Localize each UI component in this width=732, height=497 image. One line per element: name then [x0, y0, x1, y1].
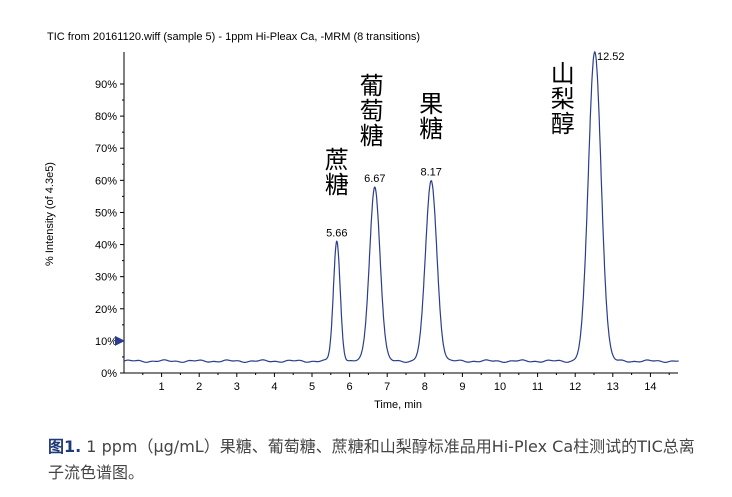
x-axis-label: Time, min	[374, 399, 422, 411]
peak-label: 5.66	[326, 227, 347, 239]
x-tick-label: 3	[234, 381, 240, 393]
x-tick-label: 12	[569, 381, 581, 393]
tic-trace-line	[123, 50, 679, 363]
peak-label-group: 5.66 6.67 8.17 12.52	[326, 51, 624, 239]
y-tick-label: 90%	[95, 79, 117, 91]
compound-annotation: 果糖	[419, 90, 443, 143]
x-tick-label: 8	[422, 381, 428, 393]
x-tick-label: 11	[532, 381, 543, 393]
x-tick-label: 1	[159, 381, 165, 393]
y-tick-label: 20%	[95, 304, 117, 316]
compound-annotation: 葡萄糖	[360, 72, 384, 150]
y-tick-label: 0%	[101, 368, 117, 380]
x-tick-label: 9	[459, 381, 465, 393]
x-tick-label: 2	[196, 381, 202, 393]
tick-group: 0%10%20%30%40%50%60%70%80%90%1 2 3 4 5 6 7 8 9 10…	[95, 79, 670, 393]
figure-caption: 图1. 1 ppm（μg/mL）果糖、葡萄糖、蔗糖和山梨醇标准品用Hi-Plex…	[48, 434, 698, 486]
chromatogram-chart: TIC from 20161120.wiff (sample 5) - 1ppm…	[44, 31, 679, 411]
axes	[123, 52, 678, 374]
x-tick-label: 13	[607, 381, 619, 393]
y-tick-label: 10%	[95, 336, 117, 348]
chart-title: TIC from 20161120.wiff (sample 5) - 1ppm…	[47, 31, 420, 43]
peak-label: 6.67	[364, 173, 385, 185]
caption-text: 1 ppm（μg/mL）果糖、葡萄糖、蔗糖和山梨醇标准品用Hi-Plex Ca柱…	[48, 437, 695, 482]
compound-annotation: 蔗糖	[325, 146, 349, 199]
x-tick-label: 7	[384, 381, 390, 393]
x-tick-label: 6	[347, 381, 353, 393]
y-tick-label: 70%	[95, 143, 117, 155]
y-tick-label: 40%	[95, 240, 117, 252]
y-tick-label: 50%	[95, 207, 117, 219]
x-tick-label: 5	[309, 381, 315, 393]
peak-label: 8.17	[420, 166, 441, 178]
x-tick-label: 10	[494, 381, 506, 393]
peak-label: 12.52	[597, 51, 625, 63]
y-axis-label: % Intensity (of 4.3e5)	[44, 162, 56, 266]
figure-number: 图1.	[48, 437, 82, 456]
compound-annotation: 山梨醇	[551, 60, 575, 138]
x-tick-label: 14	[644, 381, 656, 393]
y-tick-label: 60%	[95, 175, 117, 187]
x-tick-label: 4	[271, 381, 277, 393]
y-tick-label: 80%	[95, 111, 117, 123]
y-marker-arrow	[115, 335, 125, 346]
y-tick-label: 30%	[95, 272, 117, 284]
